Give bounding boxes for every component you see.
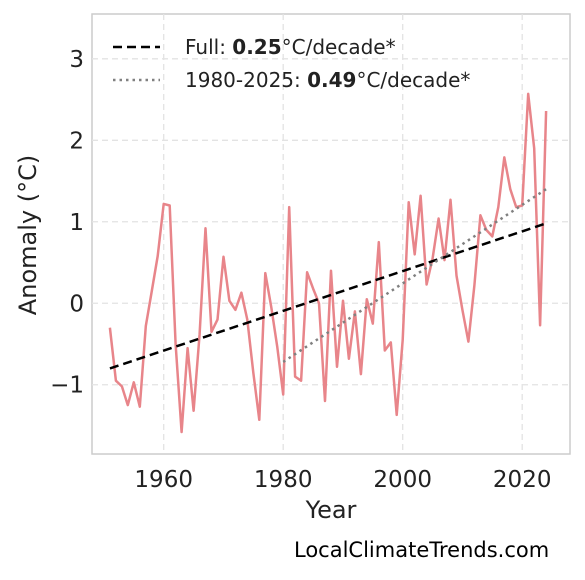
legend-recent-label: 1980-2025: 0.49°C/decade* xyxy=(185,68,470,92)
grid xyxy=(92,14,570,454)
trend-lines xyxy=(109,188,547,370)
x-tick-label: 1960 xyxy=(134,467,193,493)
y-tick-label: −1 xyxy=(50,373,84,399)
legend-full-label: Full: 0.25°C/decade* xyxy=(185,35,396,59)
full-trend-line xyxy=(109,222,547,370)
y-axis-title: Anomaly (°C) xyxy=(14,155,42,315)
y-tick-label: 0 xyxy=(69,291,84,317)
recent-trend-line xyxy=(282,188,547,363)
x-axis-ticks: 1960 1980 2000 2020 xyxy=(134,467,551,493)
y-axis-ticks: −1 0 1 2 3 xyxy=(50,47,84,399)
x-tick-label: 1980 xyxy=(254,467,313,493)
legend: Full: 0.25°C/decade* 1980-2025: 0.49°C/d… xyxy=(113,35,470,92)
x-tick-label: 2020 xyxy=(493,467,552,493)
y-tick-label: 2 xyxy=(69,128,84,154)
y-tick-label: 1 xyxy=(69,210,84,236)
data-series xyxy=(108,92,548,434)
site-credit: LocalClimateTrends.com xyxy=(294,538,550,562)
x-tick-label: 2000 xyxy=(373,467,432,493)
y-tick-label: 3 xyxy=(69,47,84,73)
x-axis-title: Year xyxy=(305,496,357,524)
anomaly-line xyxy=(108,92,548,434)
